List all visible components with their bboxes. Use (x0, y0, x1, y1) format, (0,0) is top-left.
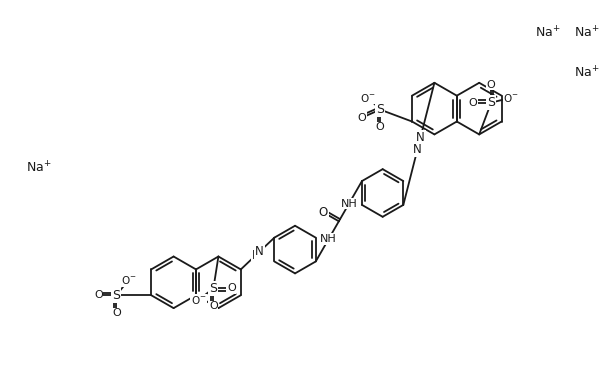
Text: S: S (487, 96, 495, 109)
Text: O$^{-}$: O$^{-}$ (121, 274, 136, 287)
Text: O: O (227, 283, 236, 293)
Text: Na$^{+}$: Na$^{+}$ (574, 65, 599, 81)
Text: NH: NH (341, 199, 357, 209)
Text: S: S (113, 289, 121, 302)
Text: O: O (94, 290, 103, 300)
Text: N: N (255, 245, 264, 258)
Text: Na$^{+}$: Na$^{+}$ (574, 25, 599, 41)
Text: S: S (376, 103, 384, 116)
Text: O: O (209, 301, 218, 311)
Text: O: O (487, 80, 496, 90)
Text: S: S (209, 282, 217, 295)
Text: O$^{-}$: O$^{-}$ (503, 92, 519, 104)
Text: O: O (376, 122, 384, 133)
Text: O: O (469, 98, 477, 108)
Text: Na$^{+}$: Na$^{+}$ (535, 25, 561, 41)
Text: N: N (416, 131, 425, 144)
Text: O: O (112, 308, 121, 318)
Text: NH: NH (320, 234, 337, 244)
Text: O: O (358, 112, 367, 122)
Text: Na$^{+}$: Na$^{+}$ (26, 160, 52, 176)
Text: O$^{-}$: O$^{-}$ (360, 92, 376, 104)
Text: O$^{-}$: O$^{-}$ (191, 294, 206, 306)
Text: O: O (319, 206, 328, 219)
Text: N: N (413, 143, 422, 157)
Text: N: N (252, 249, 260, 261)
